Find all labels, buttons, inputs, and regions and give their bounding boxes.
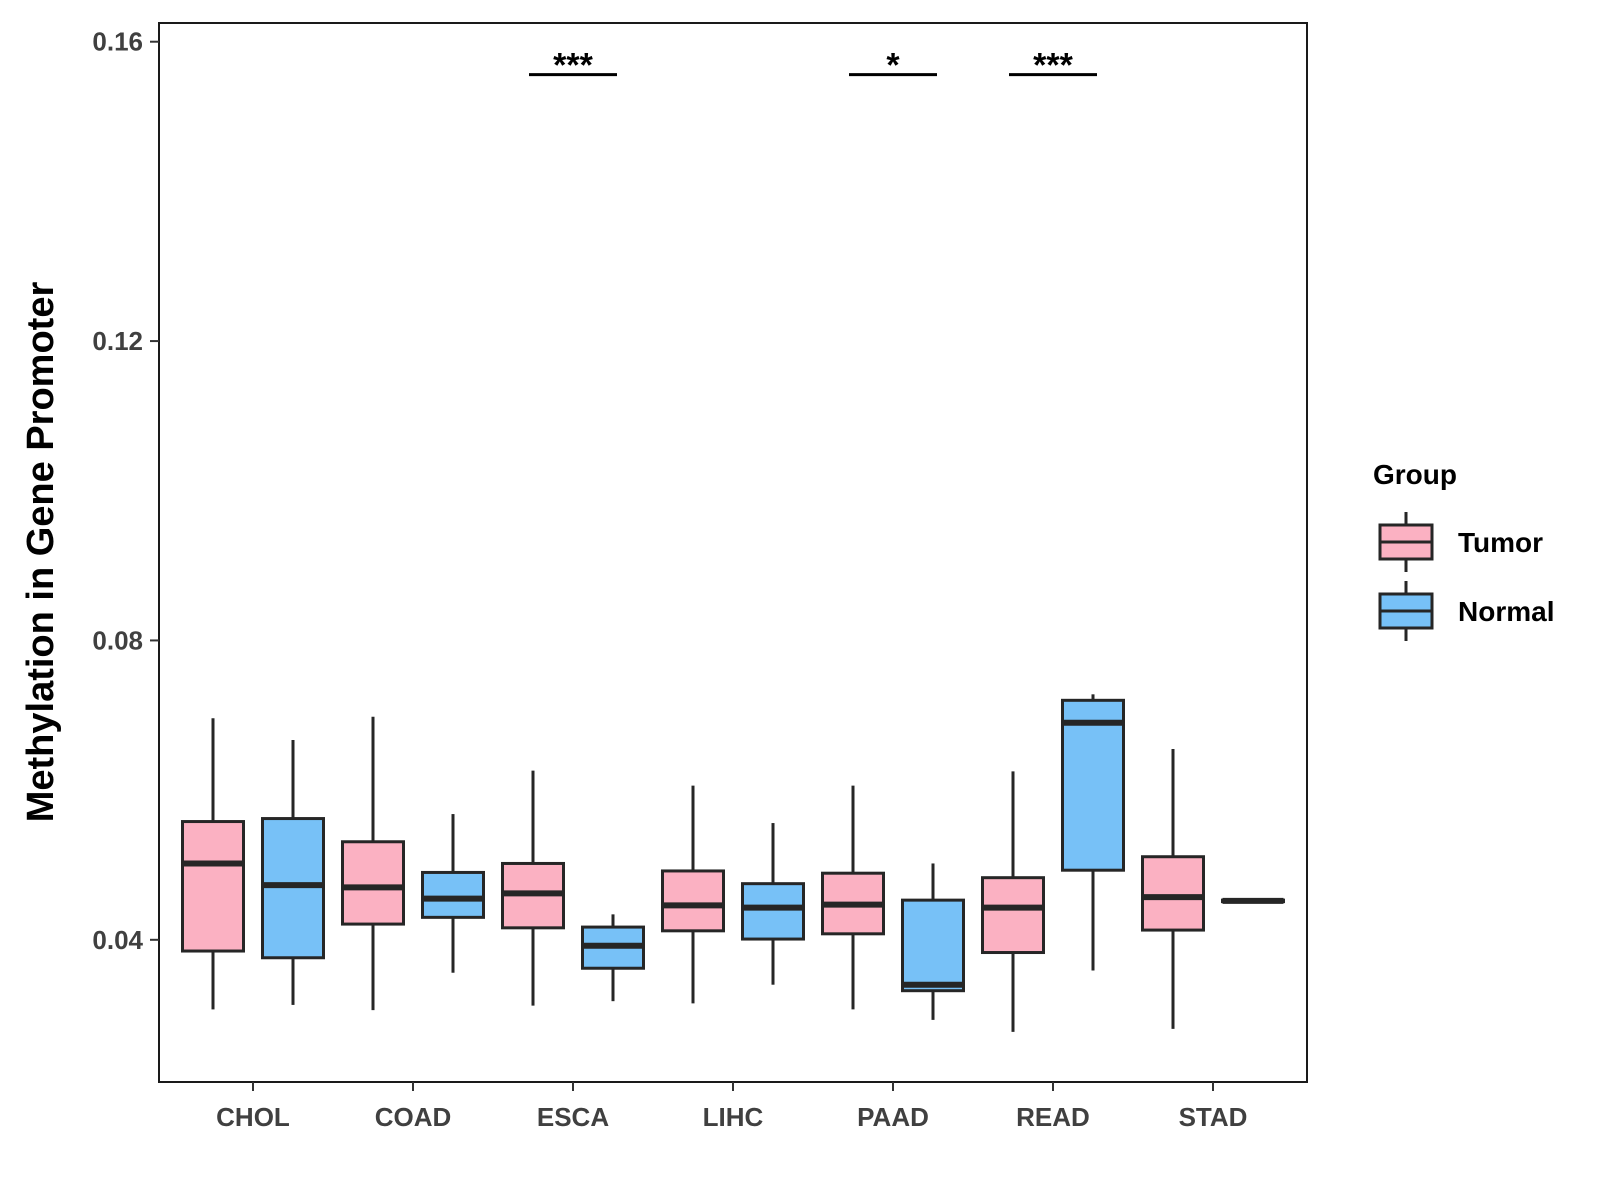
y-tick-label: 0.12 (92, 326, 143, 356)
box-iqr (741, 882, 805, 941)
x-tick-label: LIHC (703, 1102, 764, 1132)
box-iqr (181, 820, 245, 953)
box-iqr (341, 840, 405, 926)
box-normal-stad (1221, 897, 1285, 904)
x-tick-label: COAD (375, 1102, 452, 1132)
box-normal-lihc (741, 823, 805, 985)
box-normal-read (1061, 694, 1125, 971)
legend-item-normal: Normal (1378, 581, 1554, 641)
significance-label: *** (553, 47, 593, 85)
box-tumor-coad (341, 716, 405, 1011)
y-axis-title: Methylation in Gene Promoter (20, 282, 62, 823)
box-normal-coad (421, 814, 485, 973)
box-normal-chol (261, 739, 325, 1005)
box-iqr (421, 870, 485, 919)
box-tumor-lihc (661, 785, 725, 1004)
legend-label: Normal (1458, 596, 1554, 627)
y-tick-label: 0.16 (92, 27, 143, 57)
significance-esca: *** (529, 47, 617, 85)
y-tick-label: 0.08 (92, 625, 143, 655)
legend-title: Group (1373, 459, 1457, 490)
box-tumor-stad (1141, 748, 1205, 1029)
significance-read: *** (1009, 47, 1097, 85)
x-tick-label: PAAD (857, 1102, 929, 1132)
box-normal-esca (581, 914, 645, 1002)
box-layer (181, 694, 1285, 1032)
legend: Group Tumor Normal (1373, 459, 1554, 641)
box-tumor-esca (501, 770, 565, 1006)
box-normal-paad (901, 863, 965, 1020)
legend-item-tumor: Tumor (1378, 512, 1543, 572)
significance-paad: * (849, 47, 937, 85)
legend-label: Tumor (1458, 527, 1543, 558)
box-tumor-paad (821, 785, 885, 1010)
significance-annotations: *** * *** (529, 47, 1097, 85)
box-tumor-read (981, 771, 1045, 1032)
box-iqr (981, 876, 1045, 955)
x-tick-label: READ (1016, 1102, 1090, 1132)
box-iqr (661, 869, 725, 933)
significance-label: *** (1033, 47, 1073, 85)
x-axis: CHOL COAD ESCA LIHC PAAD READ STAD (216, 1082, 1247, 1132)
x-tick-label: ESCA (537, 1102, 609, 1132)
x-tick-label: STAD (1179, 1102, 1248, 1132)
box-iqr (1141, 855, 1205, 932)
y-tick-label: 0.04 (92, 925, 143, 955)
plot-panel (158, 22, 1308, 1083)
box-iqr (901, 898, 965, 993)
box-iqr (1061, 698, 1125, 872)
box-tumor-chol (181, 718, 245, 1010)
y-axis: 0.04 0.08 0.12 0.16 (92, 27, 159, 955)
x-tick-label: CHOL (216, 1102, 290, 1132)
significance-label: * (886, 47, 900, 85)
